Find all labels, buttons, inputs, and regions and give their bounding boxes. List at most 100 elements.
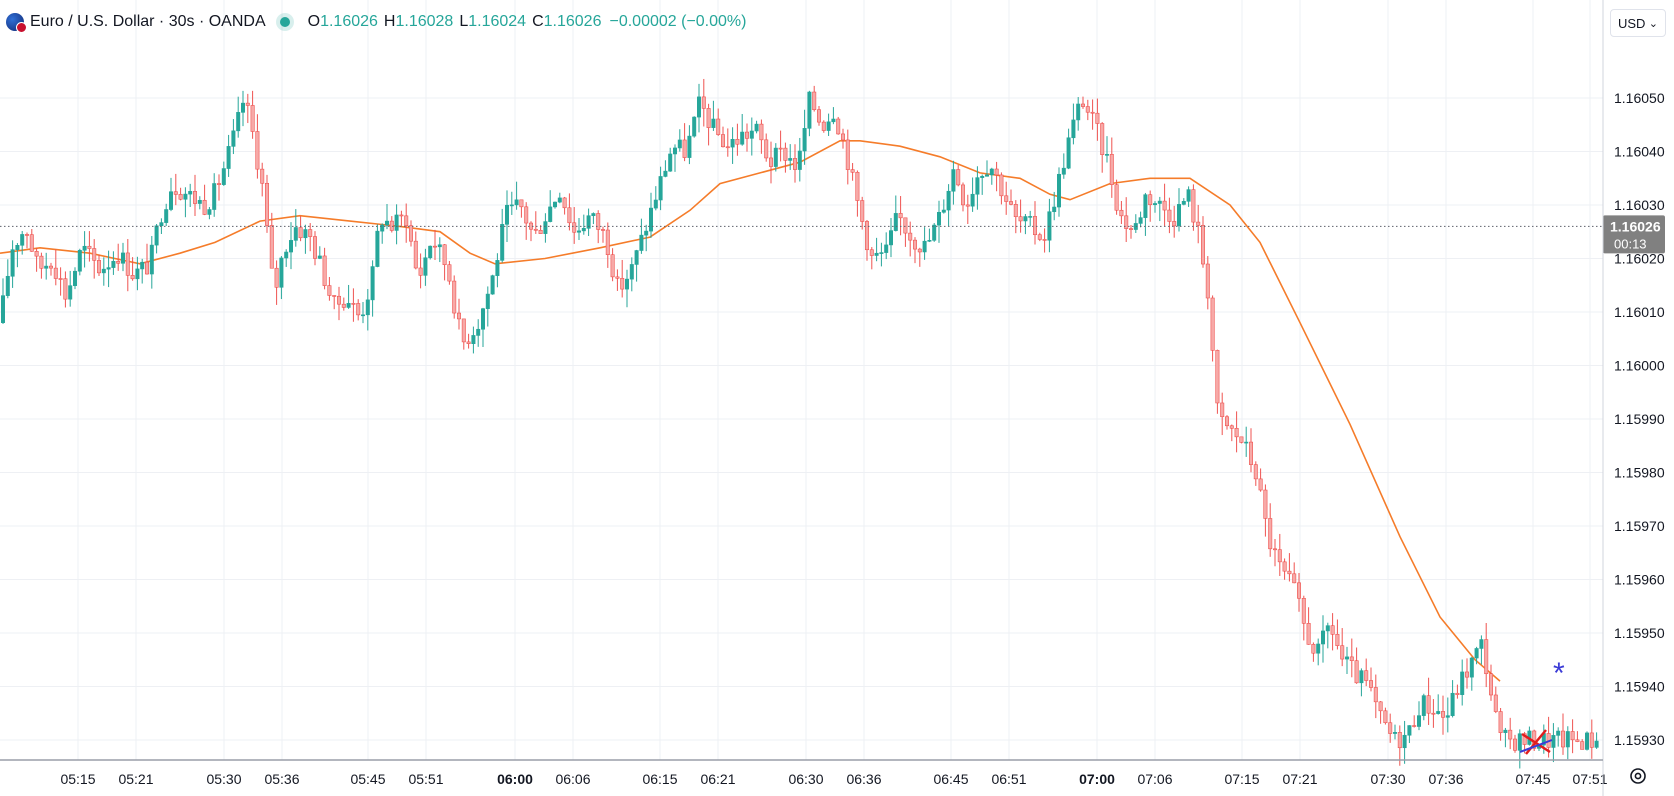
candle-body bbox=[442, 244, 447, 266]
candle-body bbox=[725, 146, 730, 149]
open-value: 1.16026 bbox=[320, 13, 378, 30]
candle-body bbox=[567, 207, 572, 224]
candle-body bbox=[1186, 189, 1191, 202]
candle-body bbox=[250, 105, 255, 132]
time-tick-label: 07:15 bbox=[1224, 771, 1259, 787]
candle-body bbox=[615, 276, 620, 279]
candle-body bbox=[1263, 489, 1268, 519]
candle-body bbox=[951, 169, 956, 192]
price-tick-label: 1.16020 bbox=[1614, 251, 1665, 267]
candle-body bbox=[1105, 154, 1110, 156]
candle-body bbox=[1129, 228, 1134, 230]
candle-body bbox=[173, 191, 178, 195]
candle-body bbox=[864, 221, 869, 251]
candle-body bbox=[1157, 200, 1162, 204]
candle-body bbox=[394, 214, 399, 231]
time-tick-label: 06:36 bbox=[846, 771, 881, 787]
candle-body bbox=[581, 228, 586, 232]
symbol-title[interactable]: Euro / U.S. Dollar · 30s · OANDA bbox=[30, 13, 266, 30]
candle-body bbox=[1402, 734, 1407, 749]
candle-body bbox=[1503, 729, 1508, 733]
candle-body bbox=[960, 184, 965, 206]
candle-body bbox=[231, 130, 236, 147]
bar-countdown-label: 00:13 bbox=[1614, 236, 1647, 251]
time-tick-label: 05:45 bbox=[350, 771, 385, 787]
candle-body bbox=[245, 102, 250, 106]
candle-body bbox=[975, 177, 980, 195]
candle-body bbox=[1378, 701, 1383, 712]
candle-body bbox=[1153, 203, 1158, 206]
price-line-layer: 1.16026 00:13 bbox=[0, 215, 1665, 254]
candle-body bbox=[908, 232, 913, 241]
candle-body bbox=[1201, 225, 1206, 265]
price-tick-label: 1.16000 bbox=[1614, 358, 1665, 374]
candle-body bbox=[336, 295, 341, 305]
candle-body bbox=[552, 201, 557, 208]
price-tick-label: 1.15940 bbox=[1614, 679, 1665, 695]
candle-body bbox=[82, 245, 87, 251]
time-tick-label: 06:30 bbox=[788, 771, 823, 787]
candle-body bbox=[217, 183, 222, 185]
candle-body bbox=[1513, 738, 1518, 751]
candle-body bbox=[840, 133, 845, 141]
candle-body bbox=[1090, 111, 1095, 114]
candle-body bbox=[63, 278, 68, 300]
candle-body bbox=[1071, 119, 1076, 139]
candle-body bbox=[639, 234, 644, 251]
candle-body bbox=[730, 138, 735, 148]
candle-body bbox=[399, 214, 404, 217]
candle-body bbox=[509, 204, 514, 207]
high-value: 1.16028 bbox=[395, 13, 454, 30]
candle-body bbox=[802, 128, 807, 152]
drawings-layer: * bbox=[1519, 657, 1565, 755]
candle-body bbox=[692, 116, 697, 137]
candle-body bbox=[701, 96, 706, 109]
candle-body bbox=[1484, 639, 1489, 675]
asterisk-drawing-icon[interactable]: * bbox=[1553, 657, 1565, 690]
candle-body bbox=[557, 197, 562, 203]
gear-icon[interactable] bbox=[1626, 764, 1650, 788]
candle-body bbox=[663, 170, 668, 177]
candle-body bbox=[236, 112, 241, 132]
candle-body bbox=[1498, 711, 1503, 733]
candle-body bbox=[845, 139, 850, 170]
candle-body bbox=[624, 278, 629, 290]
candle-body bbox=[533, 228, 538, 231]
candle-body bbox=[1493, 694, 1498, 712]
candle-body bbox=[111, 261, 116, 268]
candle-body bbox=[1311, 644, 1316, 654]
candle-body bbox=[212, 183, 217, 210]
candle-body bbox=[1517, 733, 1522, 751]
candle-body bbox=[1018, 216, 1023, 222]
candle-body bbox=[1417, 715, 1422, 727]
candle-body bbox=[1148, 194, 1153, 206]
low-value: 1.16024 bbox=[468, 13, 527, 30]
price-tick-label: 1.15980 bbox=[1614, 465, 1665, 481]
candle-body bbox=[197, 199, 202, 204]
candle-body bbox=[1191, 189, 1196, 223]
moving-average-layer bbox=[0, 140, 1501, 682]
candle-body bbox=[610, 254, 615, 278]
candle-body bbox=[1258, 478, 1263, 491]
candle-body bbox=[1229, 425, 1234, 429]
candle-body bbox=[740, 131, 745, 145]
candle-body bbox=[1561, 730, 1566, 748]
candle-body bbox=[538, 229, 543, 234]
candle-body bbox=[447, 264, 452, 282]
candle-body bbox=[836, 118, 841, 135]
candle-body bbox=[812, 91, 817, 110]
candle-body bbox=[312, 236, 317, 259]
candle-body bbox=[288, 240, 293, 253]
candle-body bbox=[1023, 216, 1028, 222]
candle-body bbox=[452, 280, 457, 314]
candle-body bbox=[1287, 570, 1292, 575]
candle-body bbox=[764, 139, 769, 159]
price-tick-label: 1.15960 bbox=[1614, 572, 1665, 588]
time-tick-label: 06:21 bbox=[700, 771, 735, 787]
currency-selector[interactable]: USD ⌄ bbox=[1610, 9, 1666, 37]
time-tick-label: 07:06 bbox=[1137, 771, 1172, 787]
candle-body bbox=[1589, 732, 1594, 748]
candle-body bbox=[1388, 722, 1393, 734]
price-tick-label: 1.15950 bbox=[1614, 625, 1665, 641]
